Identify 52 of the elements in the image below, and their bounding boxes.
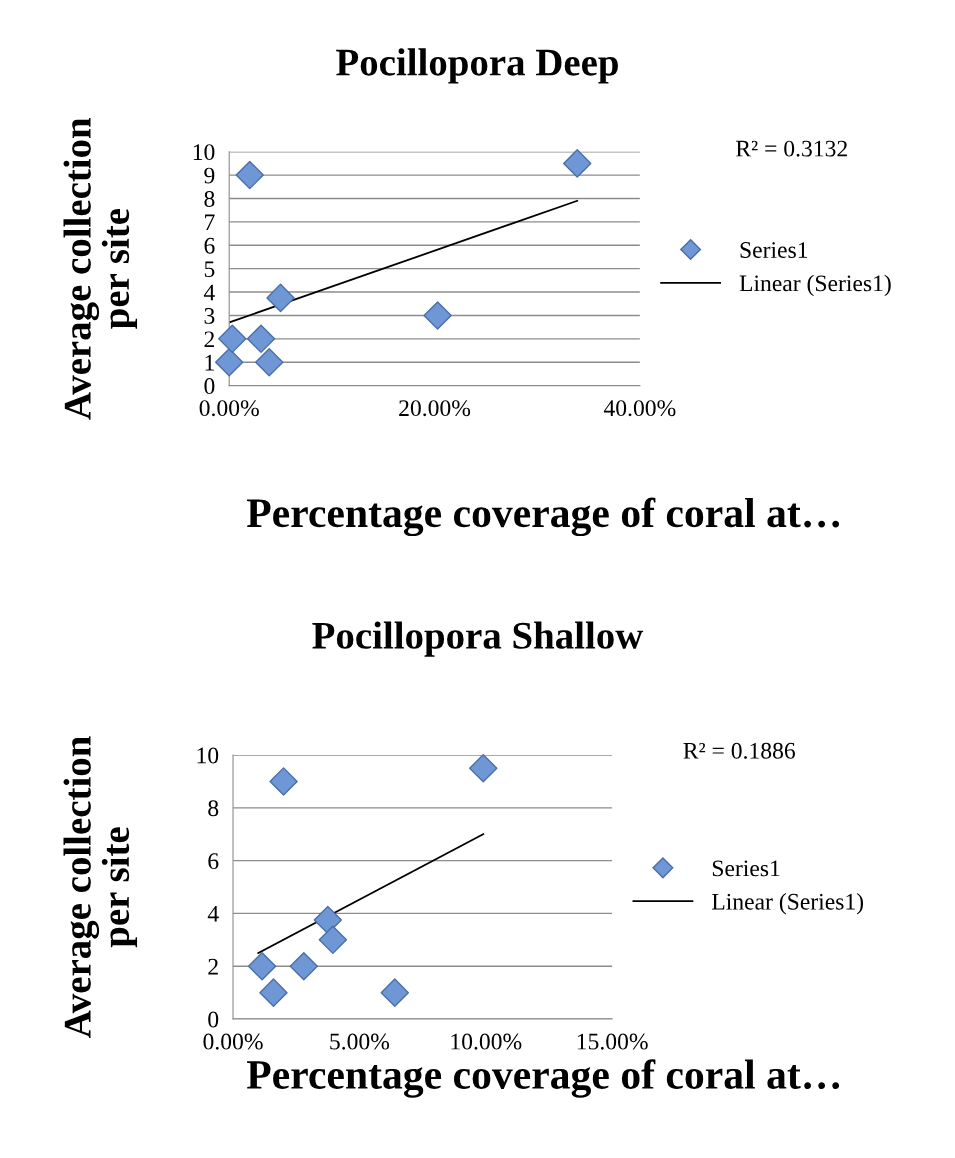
point — [313, 905, 343, 935]
y-tick-label: 4 — [203, 284, 215, 301]
y-tick-label: 8 — [204, 190, 215, 207]
chart-title: Pocillopora Shallow — [312, 621, 644, 657]
legend-label: Linear (Series1) — [712, 893, 864, 915]
y-tick-label: 0 — [204, 378, 215, 395]
x-tick-label: 10.00% — [451, 1033, 522, 1050]
point — [235, 160, 264, 190]
point — [423, 301, 452, 330]
point — [562, 149, 592, 178]
point — [247, 952, 277, 981]
x-tick-label: 20.00% — [399, 400, 471, 417]
y-tick-label: 8 — [208, 800, 219, 817]
y-tick-label: 10 — [193, 144, 215, 161]
y-tick-label: 4 — [207, 906, 219, 922]
x-tick-label: 40.00% — [603, 400, 676, 417]
y-axis-title: Average collection per site — [63, 736, 138, 1039]
y-tick-label: 7 — [205, 214, 215, 231]
point — [380, 978, 410, 1007]
y-tick-label: 3 — [204, 308, 215, 324]
x-axis-title: Percentage coverage of coral at… — [246, 1059, 840, 1098]
y-tick-label: 2 — [208, 958, 218, 975]
x-tick-label: 0.00% — [199, 400, 259, 417]
y-tick-label: 2 — [204, 331, 215, 348]
x-tick-label: 5.00% — [330, 1033, 390, 1050]
point — [255, 347, 284, 377]
y-tick-label: 6 — [204, 237, 215, 254]
y-tick-label: 10 — [197, 747, 219, 764]
x-axis-title: Percentage coverage of coral at… — [246, 497, 840, 537]
y-tick-label: 1 — [205, 354, 214, 371]
legend-label: Series1 — [740, 242, 808, 258]
point — [469, 753, 498, 783]
legend-label: Linear (Series1) — [739, 274, 891, 297]
chart-title: Pocillopora Deep — [336, 48, 618, 84]
point — [246, 324, 276, 354]
y-tick-label: 5 — [204, 261, 215, 278]
y-axis-title: Average collection per site — [63, 117, 138, 420]
point — [289, 952, 319, 981]
point — [318, 925, 348, 955]
point — [214, 347, 244, 377]
point — [269, 767, 298, 796]
point — [218, 324, 247, 354]
text: R² = 0.3132 — [736, 140, 847, 157]
text: R² = 0.1886 — [683, 742, 795, 759]
y-tick-label: 9 — [204, 167, 215, 184]
x-tick-label: 0.00% — [203, 1033, 263, 1050]
legend-label: Series1 — [712, 860, 780, 877]
y-tick-label: 0 — [208, 1011, 219, 1028]
x-tick-label: 15.00% — [577, 1033, 648, 1050]
y-tick-label: 6 — [208, 853, 219, 870]
point — [259, 978, 288, 1007]
point — [266, 283, 295, 313]
